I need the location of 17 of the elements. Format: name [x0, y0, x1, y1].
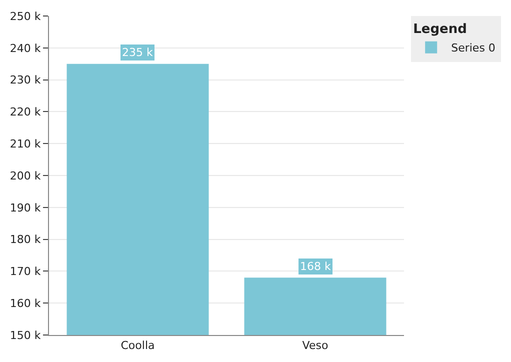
y-tick-label: 180 k: [10, 233, 42, 246]
data-label: 235 k: [122, 46, 154, 59]
legend-title: Legend: [413, 22, 467, 37]
legend-label: Series 0: [451, 42, 496, 55]
x-tick-label: Veso: [302, 339, 328, 352]
x-tick-label: Coolla: [120, 339, 155, 352]
y-tick-label: 230 k: [10, 74, 42, 87]
y-tick-label: 170 k: [10, 265, 42, 278]
y-tick-label: 250 k: [10, 10, 42, 23]
y-tick-label: 160 k: [10, 296, 42, 310]
y-tick-label: 200 k: [10, 169, 42, 182]
y-tick-label: 220 k: [10, 106, 42, 119]
data-label: 168 k: [300, 260, 332, 273]
y-tick-label: 150 k: [10, 328, 42, 342]
y-tick-label: 190 k: [10, 201, 42, 214]
y-tick-label: 210 k: [10, 137, 42, 150]
y-tick-label: 240 k: [10, 42, 42, 55]
